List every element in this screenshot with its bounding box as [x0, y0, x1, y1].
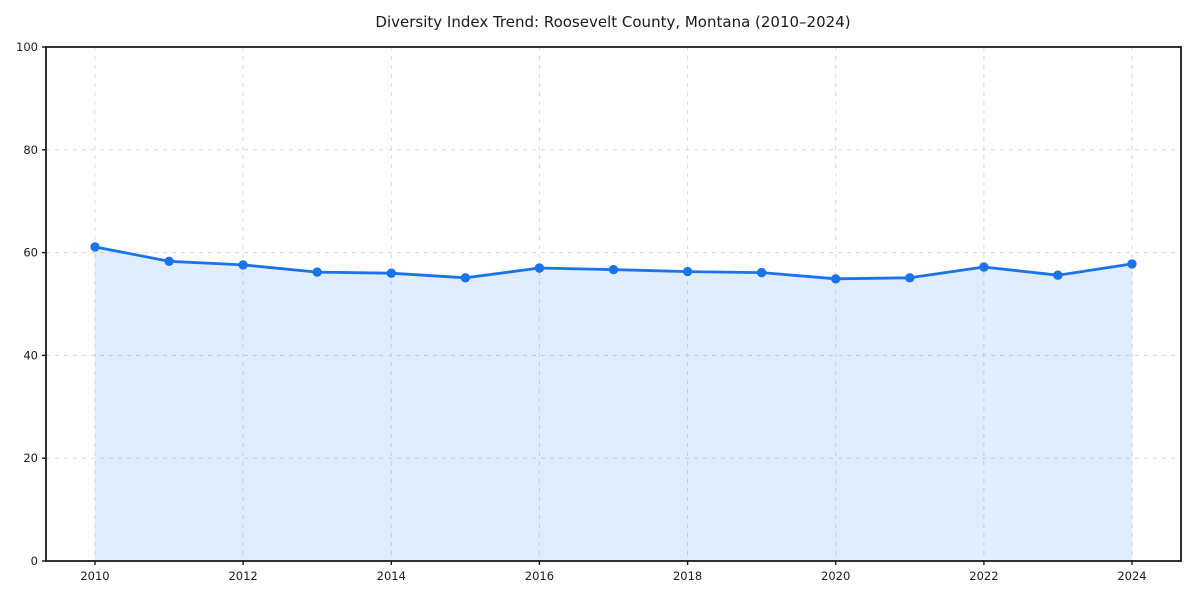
chart-title: Diversity Index Trend: Roosevelt County,… [375, 13, 851, 31]
data-point [682, 266, 693, 277]
data-point [979, 262, 989, 272]
data-point [1127, 259, 1137, 269]
data-point [831, 274, 841, 284]
plot-border [45, 46, 1182, 562]
y-tick-label: 0 [31, 554, 38, 568]
data-point [460, 273, 471, 283]
x-tick-label: 2020 [821, 569, 850, 583]
x-tick-label: 2016 [525, 569, 554, 583]
x-tick-label: 2018 [673, 569, 702, 583]
data-point [534, 263, 545, 273]
data-point [238, 260, 248, 270]
x-tick-label: 2022 [969, 569, 998, 583]
data-point [905, 273, 915, 283]
data-point [90, 242, 100, 252]
area-fill [95, 246, 1132, 561]
y-tick-label: 20 [23, 451, 38, 465]
data-point [756, 267, 767, 278]
data-point [312, 267, 322, 277]
x-tick-label: 2010 [80, 569, 109, 583]
y-tick-label: 100 [16, 40, 38, 54]
x-tick-label: 2024 [1117, 569, 1146, 583]
y-tick-label: 60 [23, 246, 38, 260]
y-tick-label: 80 [23, 143, 38, 157]
data-point [1053, 270, 1063, 280]
x-tick-label: 2014 [377, 569, 406, 583]
data-point [164, 256, 174, 266]
data-point [608, 264, 619, 275]
y-tick-label: 40 [23, 348, 38, 362]
data-point [386, 268, 396, 278]
x-tick-label: 2012 [228, 569, 257, 583]
